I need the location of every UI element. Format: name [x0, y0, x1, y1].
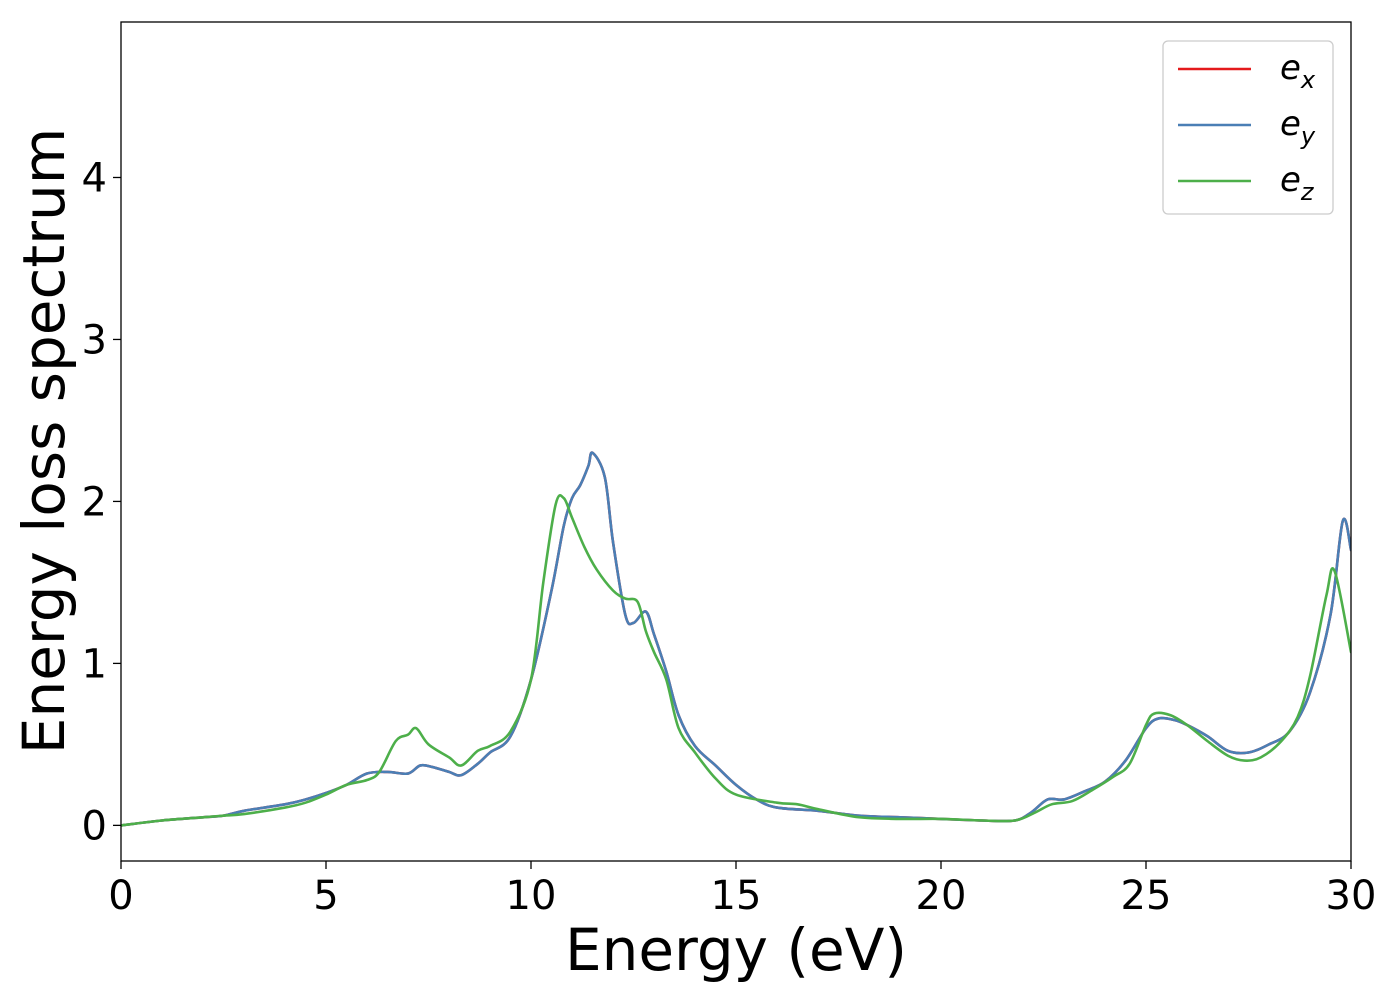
x-axis: 0 5 10 15 20 25 30 [108, 861, 1376, 919]
legend-label-x: ex [1280, 48, 1316, 94]
y-tick-label: 3 [82, 317, 107, 363]
legend-label-z: ez [1280, 160, 1315, 206]
y-tick-label: 0 [82, 803, 107, 849]
series-line-y [121, 451, 1351, 827]
x-tick-label: 5 [313, 873, 338, 919]
y-axis-label: Energy loss spectrum [10, 128, 78, 754]
x-tick-label: 0 [108, 873, 133, 919]
legend-label-subscript: x [1300, 66, 1316, 94]
x-tick-label: 30 [1326, 873, 1377, 919]
legend-label-base: e [1280, 48, 1301, 88]
legend-label-subscript: y [1300, 122, 1316, 150]
x-tick-label: 25 [1121, 873, 1172, 919]
legend-box [1162, 40, 1334, 215]
x-tick-label: 20 [916, 873, 967, 919]
legend-label-y: ey [1280, 104, 1316, 150]
legend-label-subscript: z [1300, 178, 1315, 206]
x-tick-label: 10 [506, 873, 557, 919]
legend-label-base: e [1280, 104, 1301, 144]
y-tick-label: 2 [82, 479, 107, 525]
series-lines [121, 451, 1351, 827]
x-axis-label: Energy (eV) [565, 916, 907, 984]
y-axis: 0 1 2 3 4 [82, 155, 121, 849]
x-tick-label: 15 [711, 873, 762, 919]
series-line-z [121, 494, 1351, 827]
y-tick-label: 1 [82, 641, 107, 687]
y-tick-label: 4 [82, 155, 107, 201]
legend-label-base: e [1280, 160, 1301, 200]
